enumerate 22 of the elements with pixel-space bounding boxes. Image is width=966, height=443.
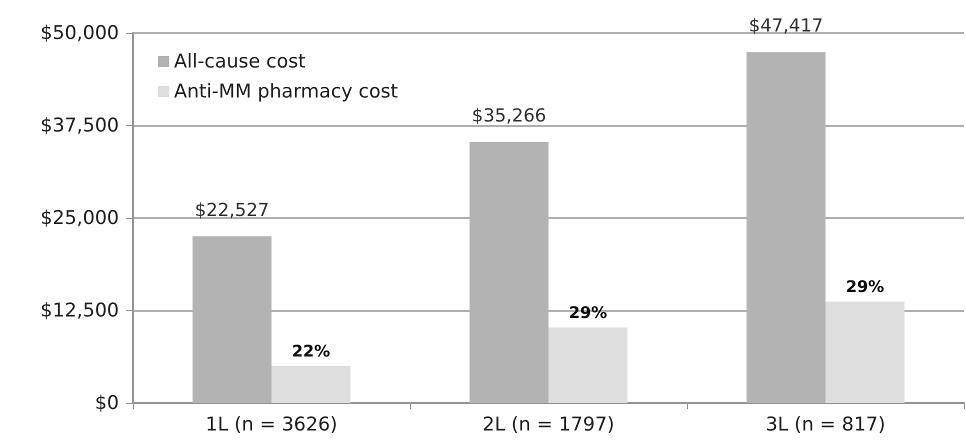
bar (746, 52, 826, 403)
y-tick-label: $50,000 (40, 22, 119, 44)
bar (192, 236, 272, 403)
annotation: 29% (568, 303, 608, 322)
y-tick-label: $25,000 (40, 207, 119, 229)
x-tick-label: 2L (n = 1797) (482, 414, 614, 436)
legend-label: Anti-MM pharmacy cost (174, 80, 398, 102)
y-tick-label: $12,500 (40, 300, 119, 322)
data-label: $47,417 (748, 16, 824, 37)
annotation: 22% (292, 342, 330, 360)
y-tick-label: $37,500 (40, 114, 119, 136)
x-tick-label: 1L (n = 3626) (206, 414, 338, 436)
bar (272, 366, 350, 403)
bar (826, 302, 904, 403)
x-tick-label: 3L (n = 817) (766, 414, 886, 436)
bar (548, 328, 628, 403)
data-label: $35,266 (472, 106, 546, 127)
annotation: 29% (846, 277, 884, 296)
y-tick-label: $0 (94, 392, 119, 414)
legend-label: All-cause cost (174, 50, 306, 72)
data-label: $22,527 (194, 200, 270, 221)
bar (470, 142, 548, 403)
